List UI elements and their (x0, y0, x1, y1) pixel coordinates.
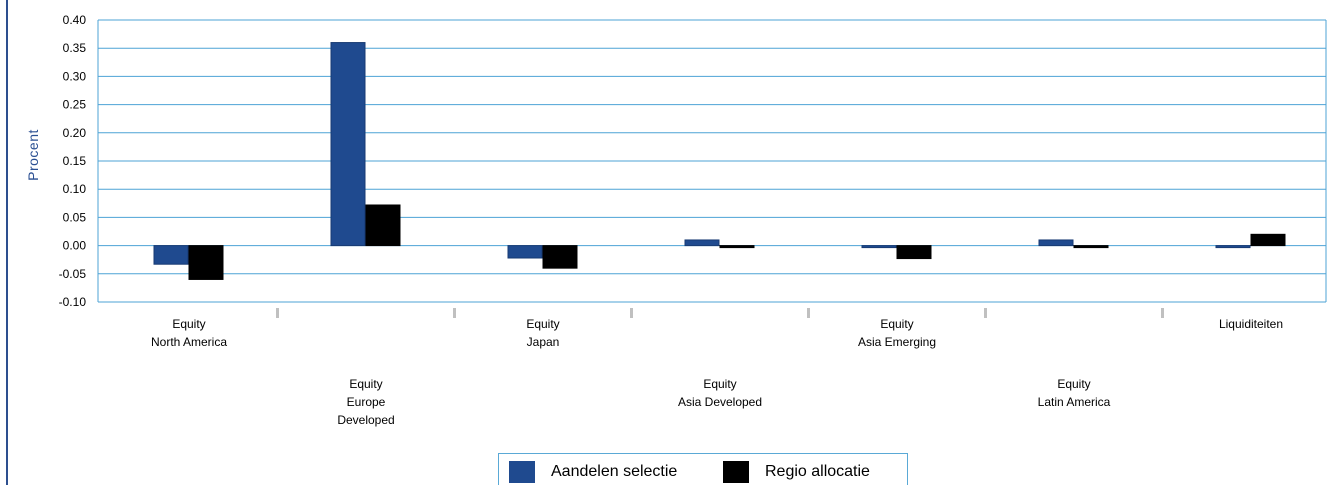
bar-aandelen-selectie (684, 239, 720, 247)
x-category-label: Equity Europe Developed (337, 377, 394, 427)
y-axis-label: Procent (25, 129, 41, 181)
left-border-rule (6, 0, 8, 485)
y-tick-label: 0.05 (63, 210, 87, 224)
legend: Aandelen selectie Regio allocatie (498, 453, 908, 485)
legend-swatch-regio-allocatie (723, 461, 749, 483)
legend-swatch-aandelen-selectie (509, 461, 535, 483)
grid-layer (97, 19, 1327, 303)
y-tick-label: 0.15 (63, 154, 87, 168)
x-axis-tick-marks (276, 308, 1164, 318)
bar-regio-allocatie (1073, 245, 1109, 249)
x-category-label: Liquiditeiten (1219, 317, 1283, 331)
bar-regio-allocatie (365, 204, 401, 247)
bar-aandelen-selectie (507, 245, 543, 259)
bar-regio-allocatie (188, 245, 224, 280)
bar-aandelen-selectie (330, 42, 366, 247)
legend-label: Aandelen selectie (551, 463, 678, 480)
x-category-label: Equity Japan (526, 317, 559, 349)
x-category-label: Equity North America (151, 317, 227, 349)
legend-label: Regio allocatie (765, 463, 870, 480)
bar-aandelen-selectie (861, 245, 897, 249)
bar-regio-allocatie (542, 245, 578, 269)
bars (153, 42, 1286, 280)
y-tick-label: 0.20 (63, 126, 87, 140)
legend-item-regio-allocatie: Regio allocatie (723, 461, 870, 483)
bar-aandelen-selectie (153, 245, 189, 265)
x-axis-categories: Equity North America Equity Europe Developed… (151, 317, 1283, 427)
y-tick-label: 0.00 (63, 239, 87, 253)
y-tick-label: 0.40 (63, 13, 87, 27)
x-category-label: Equity Latin America (1038, 377, 1111, 409)
y-tick-label: 0.30 (63, 69, 87, 83)
bar-regio-allocatie (896, 245, 932, 260)
bar-chart: 0.40 0.35 0.30 0.25 0.20 0.15 0.10 0.05 0.00 -0.0… (25, 13, 1327, 427)
y-tick-label: 0.25 (63, 98, 87, 112)
y-tick-label: -0.10 (59, 295, 87, 309)
bar-aandelen-selectie (1215, 245, 1251, 249)
y-axis-ticks: 0.40 0.35 0.30 0.25 0.20 0.15 0.10 0.05 0.00 -0.0… (59, 13, 87, 309)
x-category-label: Equity Asia Developed (678, 377, 762, 409)
y-tick-label: -0.05 (59, 267, 87, 281)
x-category-label: Equity Asia Emerging (858, 317, 936, 349)
bar-regio-allocatie (1250, 233, 1286, 247)
y-tick-label: 0.35 (63, 41, 87, 55)
bar-regio-allocatie (719, 245, 755, 249)
y-tick-label: 0.10 (63, 182, 87, 196)
bar-aandelen-selectie (1038, 239, 1074, 247)
legend-item-aandelen-selectie: Aandelen selectie (509, 461, 677, 483)
